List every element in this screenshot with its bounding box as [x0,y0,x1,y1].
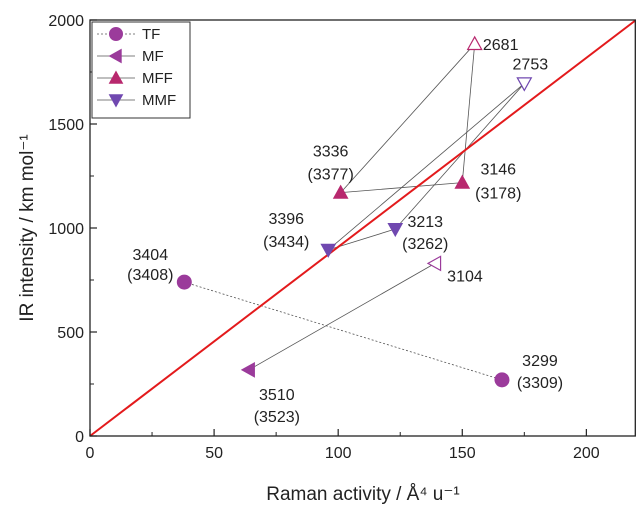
point-label: 3404 [133,247,169,264]
point-sublabel: (3178) [475,186,521,203]
y-tick-label: 0 [75,429,84,446]
point-label: 3146 [480,162,516,179]
mff-marker [454,174,471,189]
point-label: 3336 [313,144,349,161]
point-sublabel: (3434) [263,234,309,251]
point-label: 2681 [483,37,519,54]
point-sublabel: (3309) [517,375,563,392]
point-sublabel: (3523) [254,409,300,426]
mff-marker [332,184,349,199]
legend-label: MF [142,48,164,65]
data-markers [176,35,533,388]
mf-marker [426,255,442,272]
y-tick-label: 500 [57,325,84,342]
connection-line [394,83,525,230]
legend-label: MFF [142,70,173,87]
x-tick-label: 150 [449,445,476,462]
mmf-marker [320,243,337,258]
mmf-marker [516,77,533,92]
x-tick-label: 200 [573,445,600,462]
point-label: 2753 [513,56,549,73]
diagonal-reference-line [89,19,636,437]
point-sublabel: (3262) [402,236,448,253]
y-tick-label: 1000 [48,221,84,238]
point-annotations: 3404 (3408) 3299 (3309) 3510 (3523) 3104 3336 (3… [127,37,563,426]
x-tick-label: 100 [325,445,352,462]
y-tick-label: 2000 [48,13,84,30]
legend-mmf-marker [108,94,124,108]
point-label: 3104 [447,268,483,285]
point-label: 3213 [407,214,443,231]
legend-tf-marker [109,27,123,41]
point-label: 3510 [259,387,295,404]
x-axis-title: Raman activity / Å⁴ u⁻¹ [266,484,459,505]
point-sublabel: (3377) [308,167,354,184]
legend-mff-marker [108,70,124,84]
y-tick-label: 1500 [48,117,84,134]
legend: TF MF MFF MMF [91,21,191,119]
connection-line [340,43,475,193]
tf-marker [494,372,510,388]
mf-marker [240,362,255,378]
legend-label: TF [142,26,160,43]
legend-mf-marker [108,48,122,64]
connection-line [327,83,525,251]
x-tick-label: 50 [205,445,223,462]
legend-box [91,21,191,119]
connection-lines [184,43,525,381]
connection-line [184,281,503,381]
mff-marker [466,35,483,51]
point-sublabel: (3408) [127,267,173,284]
connection-line [461,43,476,183]
x-tick-label: 0 [86,445,95,462]
mmf-marker [387,222,404,238]
tf-marker [176,274,192,290]
connection-line [248,263,436,371]
point-label: 3299 [522,353,558,370]
legend-label: MMF [142,92,176,109]
point-label: 3396 [268,211,304,228]
y-axis-title: IR intensity / km mol⁻¹ [17,134,38,321]
